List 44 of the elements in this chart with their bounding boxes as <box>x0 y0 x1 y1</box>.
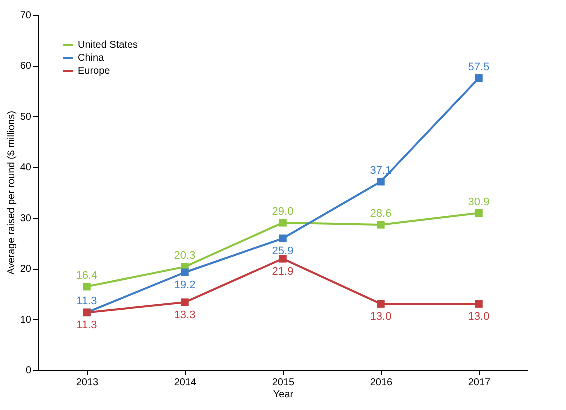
legend-label: China <box>78 53 105 64</box>
data-label: 29.0 <box>272 206 294 218</box>
point <box>83 282 91 291</box>
y-tick-label: 60 <box>20 61 32 72</box>
point <box>279 219 287 227</box>
data-label: 16.4 <box>76 270 98 282</box>
point <box>377 300 385 308</box>
data-label: 11.3 <box>76 296 98 308</box>
point <box>279 255 287 263</box>
point <box>279 234 287 243</box>
data-label: 11.3 <box>76 320 98 332</box>
y-tick-label: 30 <box>20 213 32 224</box>
data-label: 19.2 <box>174 280 196 292</box>
data-label: 21.9 <box>272 266 294 278</box>
x-tick-label: 2014 <box>174 378 198 388</box>
point <box>181 268 189 276</box>
x-tick-label: 2017 <box>468 378 492 388</box>
x-tick-label: 2016 <box>370 378 394 388</box>
point <box>475 74 483 82</box>
x-axis-title: Year <box>273 390 294 400</box>
data-label: 13.3 <box>174 310 196 322</box>
y-tick-label: 50 <box>20 112 32 123</box>
data-label: 28.6 <box>370 208 392 220</box>
legend-label: Europe <box>78 66 111 77</box>
data-label: 20.3 <box>174 250 196 262</box>
y-tick-label: 10 <box>20 314 32 326</box>
y-tick-label: 70 <box>20 10 32 22</box>
point <box>475 209 483 218</box>
point <box>377 221 385 229</box>
legend-label: United States <box>78 40 138 51</box>
x-tick-label: 2015 <box>272 378 296 388</box>
point <box>181 298 189 306</box>
y-tick-label: 40 <box>20 162 32 174</box>
y-tick-label: 0 <box>26 366 32 376</box>
data-label: 13.0 <box>468 311 490 324</box>
y-axis-title: Average raised per round ($ millions) <box>6 111 18 275</box>
data-label: 25.9 <box>272 246 294 258</box>
data-label: 13.0 <box>370 311 392 324</box>
y-tick-label: 20 <box>20 264 32 276</box>
point <box>475 300 483 308</box>
data-label: 57.5 <box>468 61 490 74</box>
x-tick-label: 2013 <box>76 378 100 388</box>
point <box>377 178 385 186</box>
data-label: 30.9 <box>468 196 490 208</box>
